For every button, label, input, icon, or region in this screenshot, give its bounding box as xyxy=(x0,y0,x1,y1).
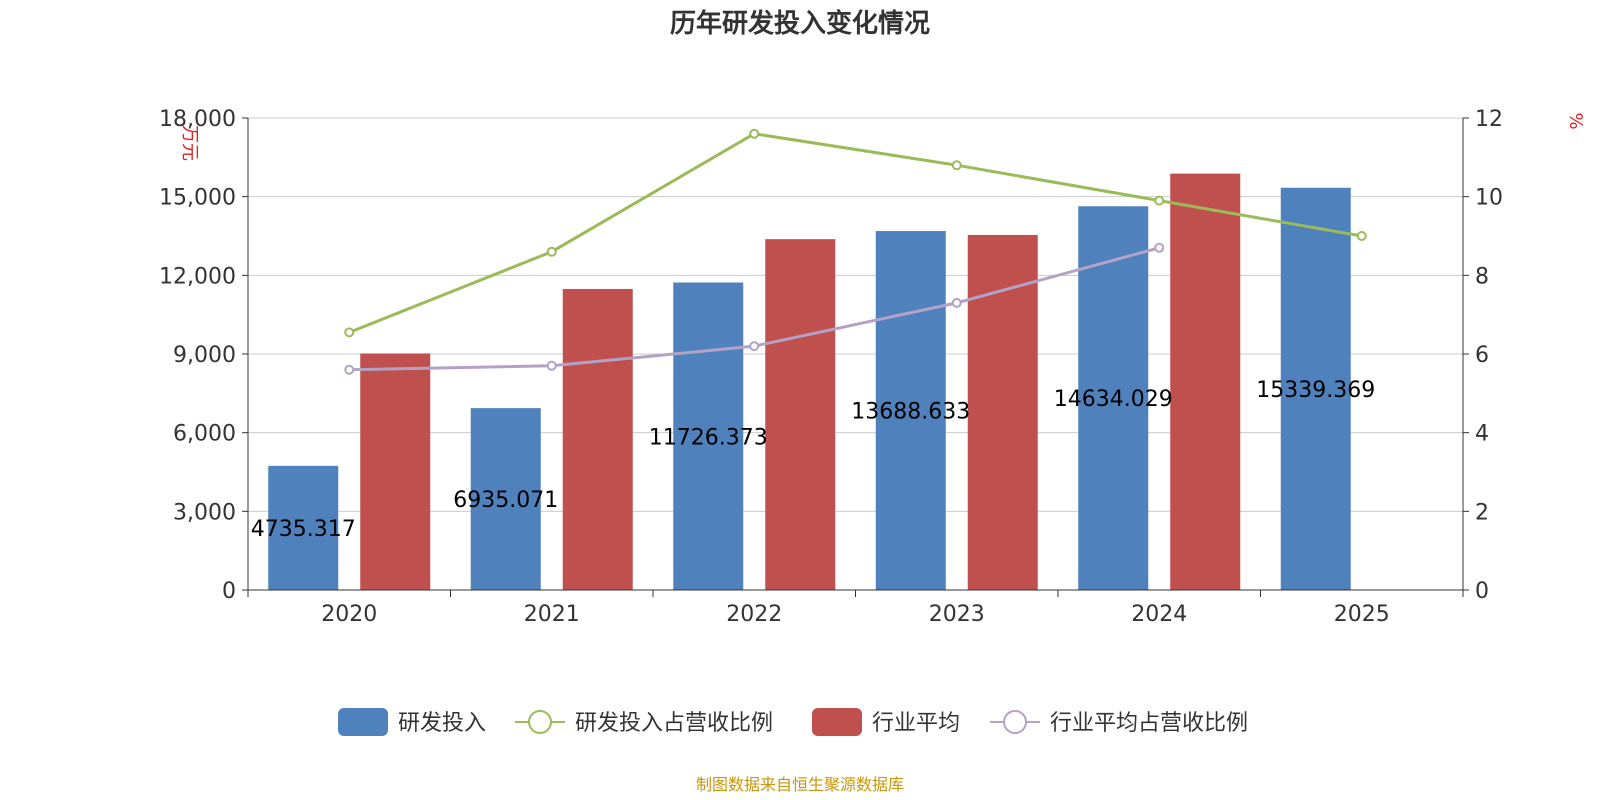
bar-rd-2020 xyxy=(268,465,339,590)
right-axis-tick-label: 2 xyxy=(1475,500,1489,525)
left-axis-tick-label: 3,000 xyxy=(173,500,236,525)
chart-title: 历年研发投入变化情况 xyxy=(670,8,930,39)
data-label: 14634.029 xyxy=(1054,387,1173,412)
bar-rd-2021 xyxy=(470,408,541,590)
x-axis-tick-label: 2025 xyxy=(1334,602,1390,627)
data-label: 13688.633 xyxy=(851,400,970,425)
line-point xyxy=(1154,195,1165,206)
legend-marker-3 xyxy=(1003,710,1027,734)
right-axis-tick-label: 8 xyxy=(1475,264,1489,289)
x-axis-tick-label: 2021 xyxy=(524,602,580,627)
x-axis-tick-label: 2020 xyxy=(321,602,377,627)
data-label: 6935.071 xyxy=(453,488,558,513)
legend-label: 研发投入占营收比例 xyxy=(575,711,773,736)
right-axis-tick-label: 10 xyxy=(1475,186,1503,211)
left-axis-tick-label: 18,000 xyxy=(159,107,236,132)
right-axis-tick-label: 0 xyxy=(1475,579,1489,604)
right-axis-tick-label: 12 xyxy=(1475,107,1503,132)
legend-swatch-2 xyxy=(812,708,862,736)
x-axis-tick-label: 2024 xyxy=(1131,602,1187,627)
data-labels: 4735.317 6935.071 11726.373 13688.633 14634.… xyxy=(251,378,1375,542)
legend-marker-1 xyxy=(528,710,552,734)
right-axis-unit: % xyxy=(1565,112,1586,129)
line-point xyxy=(951,297,962,308)
left-axis-tick-label: 0 xyxy=(222,579,236,604)
line-point xyxy=(546,360,557,371)
grid xyxy=(248,117,1463,512)
left-axis-tick-label: 9,000 xyxy=(173,343,236,368)
legend-label: 研发投入 xyxy=(398,711,486,736)
line-point xyxy=(1154,242,1165,253)
legend: 研发投入 研发投入占营收比例 行业平均 行业平均占营收比例 xyxy=(338,708,1248,736)
right-axis-tick-label: 6 xyxy=(1475,343,1489,368)
line-series-1 xyxy=(348,132,1363,334)
bar-industry-2023 xyxy=(967,234,1038,590)
bar-rd-2023 xyxy=(875,231,946,590)
line-point xyxy=(546,246,557,257)
left-axis-tick-label: 6,000 xyxy=(173,422,236,447)
line-point xyxy=(749,128,760,139)
lines xyxy=(344,128,1367,375)
right-axis-tick-label: 4 xyxy=(1475,422,1489,447)
bar-industry-2024 xyxy=(1170,173,1241,590)
source-note: 制图数据来自恒生聚源数据库 xyxy=(696,775,904,794)
axes: 0 3,000 6,000 9,000 12,000 15,000 18,000 0 2 4 6 8 1… xyxy=(159,107,1503,627)
bar-rd-2022 xyxy=(673,282,744,590)
line-point xyxy=(344,364,355,375)
bars xyxy=(268,173,1351,591)
left-axis-tick-label: 12,000 xyxy=(159,264,236,289)
line-point xyxy=(1356,231,1367,241)
bar-rd-2024 xyxy=(1078,206,1149,590)
left-axis-unit: 万元 xyxy=(179,125,200,161)
data-label: 11726.373 xyxy=(649,425,768,450)
left-axis-tick-label: 15,000 xyxy=(159,186,236,211)
legend-swatch-0 xyxy=(338,708,388,736)
bar-industry-2020 xyxy=(360,353,431,590)
bar-rd-2025 xyxy=(1280,187,1351,591)
data-label: 4735.317 xyxy=(251,517,356,542)
bar-industry-2022 xyxy=(765,239,836,590)
data-label: 15339.369 xyxy=(1256,378,1375,403)
legend-label: 行业平均占营收比例 xyxy=(1050,711,1248,736)
legend-label: 行业平均 xyxy=(872,711,960,736)
line-point xyxy=(344,327,355,338)
line-point xyxy=(951,160,962,171)
bar-industry-2021 xyxy=(562,288,633,590)
line-point xyxy=(749,341,760,352)
x-axis-tick-label: 2022 xyxy=(726,602,782,627)
x-axis-tick-label: 2023 xyxy=(929,602,985,627)
